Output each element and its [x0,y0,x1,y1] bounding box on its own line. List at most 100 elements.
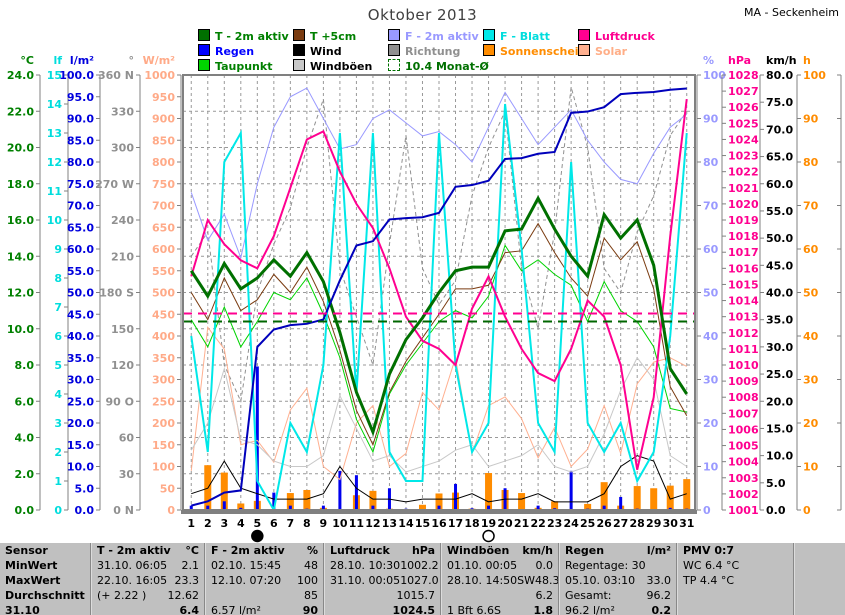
table-cell: Gesamt: [565,589,612,602]
axis-label: 5 [54,359,62,372]
axis-label: 6.0 [15,395,35,408]
axis-label: 45.0 [766,259,793,272]
axis-label: 0.0 [75,504,95,517]
axis-kmh: 0.0 5.0 10.0 15.0 20.0 25.0 30.0 35.0 40.0 45.0 50… [759,69,793,517]
axis-label: 550 [152,265,175,278]
series-wind [191,455,687,503]
axis-label: 24 [563,517,579,530]
table-cell: 48.3 [535,574,558,587]
axis-label: 0.0 [15,504,35,517]
axis-h: 0 10 20 30 40 50 60 70 80 90 100 [796,69,826,517]
axis-label: 200 [152,417,175,430]
axis-label: 85.0 [67,134,94,147]
axis-label: 50.0 [766,232,793,245]
axis-label: 1026 [728,101,759,114]
axis-label: 55.0 [67,265,94,278]
axis-label: 700 [152,200,175,213]
axis-label: hPa [728,54,751,67]
axis-: 0 N 30 60 90 O 120 150 180 S 210 240 270 W 300 330 3… [95,69,141,517]
axis-label: 10 [803,461,819,474]
axis-label: 22 [530,517,545,530]
legend-label: Luftdruck [595,30,655,43]
new-moon-icon [251,529,264,543]
chart-legend: T - 2m aktiv T +5cm F - 2m aktiv F - Blatt L… [0,0,845,75]
axis-label: 25.0 [766,368,793,381]
axis-label: 70 [703,200,719,213]
axis-label: h [803,54,811,67]
axis-label: 70.0 [67,200,94,213]
axis-label: 70.0 [766,123,793,136]
axis-label: 6 [54,330,62,343]
axis-label: 300 [152,374,175,387]
table-row: 85 [206,588,323,603]
axis-label: 31 [679,517,694,530]
axis-label: 80 [703,156,719,169]
axis-label: 30 [663,517,679,530]
table-cell: 1.8 [533,604,554,615]
axis-label: 600 [152,243,175,256]
table-cell: 1024.5 [392,604,435,615]
table-row [678,588,793,603]
legend-swatch [578,29,590,41]
axis-label: 10.0 [7,323,34,336]
axis-label: % [703,54,714,67]
axis-label: 16 [431,517,447,530]
axis-label: ° [129,54,135,67]
table-cell: 96.2 l/m² [565,604,615,615]
legend-item-2: F - 2m aktiv [388,29,479,43]
axis-label: 15 [415,517,430,530]
table-cell: MaxWert [5,574,61,587]
legend-label: Richtung [405,45,461,58]
axis-label: 20 [497,517,513,530]
legend-swatch [388,44,400,56]
station-label: MA - Seckenheim [743,6,839,19]
table-row: 96.2 l/m² 0.2 [560,603,676,615]
axis-label: 30.0 [766,341,793,354]
axis-label: 22.0 [7,105,34,118]
axis-label: 35.0 [67,352,94,365]
axis-label: 8 [54,272,62,285]
axis-label: 80 [803,156,819,169]
legend-item-0: T - 2m aktiv [198,29,289,43]
table-row: 1024.5 [325,603,440,615]
axis-label: 11 [349,517,364,530]
table-cell: 01.10. 00:05 [447,559,518,572]
table-row: T - 2m aktiv °C [92,543,204,558]
table-row: TP 4.4 °C [678,573,793,588]
axis-label: 1007 [728,407,759,420]
axis-label: 50 [803,287,819,300]
axis-c: 0.0 2.0 4.0 6.0 8.0 10.0 12.0 14.0 16.0 18.0 20.0 2… [7,69,41,517]
axis-label: 0.0 [766,504,786,517]
table-cell: 6.4 [179,604,200,615]
axis-label: 150 [111,323,134,336]
axis-label: °C [20,54,34,67]
axis-label: 1000 [144,69,175,82]
axis-label: 60 [703,243,719,256]
table-row: MinWert [0,558,90,573]
table-cell: F - 2m aktiv [211,544,285,557]
axis-label: 1023 [728,150,759,163]
axis-label: 1005 [728,440,759,453]
axis-label: 20.0 [766,395,793,408]
axis-label: 95.0 [67,91,94,104]
axis-hpa: 1001 1002 1003 1004 1005 1006 1007 1008 1009 1010… [721,69,759,517]
axis-label: 150 [152,439,175,452]
axis-label: 10 [703,461,719,474]
axis-label: 250 [152,395,175,408]
page-title: Oktober 2013 [367,6,478,24]
series-richtung [190,86,688,403]
axis-label: 0 [803,504,811,517]
table-row: 6.2 [442,588,558,603]
axis-label: 80.0 [766,69,793,82]
table-col-windb-en: Windböen km/h 01.10. 00:05 0.0 28.10. 14:50S… [440,543,558,615]
table-cell: 33.0 [646,574,672,587]
legend-label: Solar [595,45,628,58]
table-row: Regentage: 30 [560,558,676,573]
legend-swatch [578,44,590,56]
axis-label: 60 [119,432,135,445]
table-row: PMV 0:7 [678,543,793,558]
axis-label: 1027 [728,85,759,98]
axis-label: 9 [320,517,328,530]
table-cell: 28.10. 14:50SW [447,574,536,587]
